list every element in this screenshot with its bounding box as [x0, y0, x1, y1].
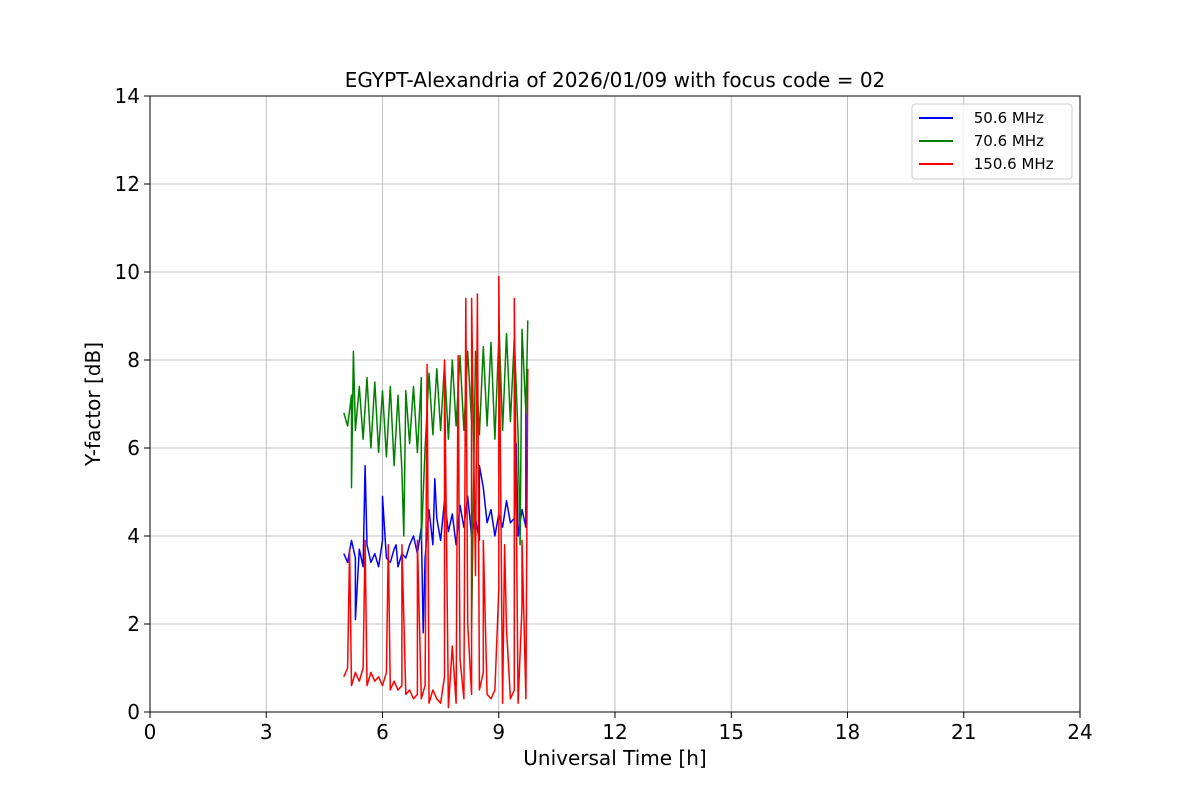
x-tick-label: 12	[602, 720, 627, 744]
x-axis: 0 3 6 9 12 15 18 21 24	[144, 712, 1093, 744]
y-axis-title: Y-factor [dB]	[81, 342, 105, 467]
x-tick-label: 21	[951, 720, 976, 744]
y-tick-label: 0	[127, 700, 140, 724]
y-tick-label: 10	[115, 260, 140, 284]
x-tick-label: 18	[835, 720, 860, 744]
y-tick-label: 8	[127, 348, 140, 372]
x-tick-label: 3	[260, 720, 273, 744]
x-tick-label: 0	[144, 720, 157, 744]
series-line-50-6-mhz	[343, 408, 527, 634]
legend-box	[911, 103, 1073, 180]
legend-label-70-6: 70.6 MHz	[969, 132, 1044, 150]
x-tick-label: 24	[1067, 720, 1092, 744]
y-axis: 0 2 4 6 8 10 12 14	[115, 84, 150, 724]
x-tick-label: 15	[719, 720, 744, 744]
series-layer	[343, 275, 529, 709]
y-tick-label: 12	[115, 172, 140, 196]
chart-title: EGYPT-Alexandria of 2026/01/09 with focu…	[345, 68, 886, 92]
x-tick-label: 9	[492, 720, 505, 744]
y-tick-label: 4	[127, 524, 140, 548]
legend-label-150-6: 150.6 MHz	[969, 155, 1054, 173]
y-tick-label: 2	[127, 612, 140, 636]
legend-label-50-6: 50.6 MHz	[969, 109, 1044, 127]
legend: 50.6 MHz 70.6 MHz 150.6 MHz	[911, 103, 1073, 180]
y-tick-label: 14	[115, 84, 140, 108]
y-tick-label: 6	[127, 436, 140, 460]
x-axis-title: Universal Time [h]	[523, 746, 706, 770]
x-tick-label: 6	[376, 720, 389, 744]
series-line-150-6-mhz	[343, 275, 529, 709]
